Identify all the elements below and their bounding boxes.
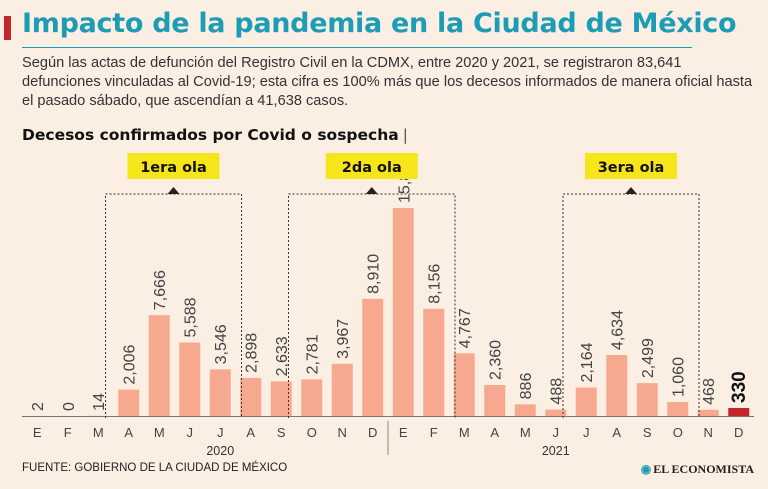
month-tick-14: M <box>459 425 470 440</box>
bar-14 <box>453 353 475 416</box>
month-tick-3: A <box>124 425 133 440</box>
value-label-6: 3,546 <box>213 324 230 364</box>
wave-label-1: 2da ola <box>342 160 402 176</box>
bar-17 <box>545 409 567 416</box>
value-label-10: 3,967 <box>335 319 352 359</box>
wave-pointer-2 <box>625 187 637 194</box>
value-label-16: 886 <box>518 373 535 400</box>
bar-12 <box>392 208 414 416</box>
month-tick-10: N <box>338 425 347 440</box>
bar-11 <box>362 298 384 416</box>
value-label-14: 4,767 <box>457 308 474 348</box>
value-label-18: 2,164 <box>579 342 596 382</box>
wave-badge-2 <box>585 153 677 179</box>
brand-mark-icon: ◉ <box>640 462 652 476</box>
bar-7 <box>240 377 262 416</box>
value-label-2: 14 <box>91 393 108 411</box>
value-label-21: 1,060 <box>671 357 688 397</box>
bar-16 <box>514 404 536 416</box>
wave-badge-1 <box>325 153 418 179</box>
value-label-15: 2,360 <box>488 340 505 380</box>
year-label-2020: 2020 <box>206 444 234 458</box>
value-label-0: 2 <box>30 402 47 411</box>
brand-logo: ◉ EL ECONOMISTA <box>641 462 754 477</box>
month-tick-9: O <box>307 425 317 440</box>
month-tick-20: S <box>643 425 652 440</box>
value-label-8: 2,633 <box>274 336 291 376</box>
month-tick-15: A <box>490 425 499 440</box>
bar-15 <box>484 384 506 416</box>
value-label-13: 8,156 <box>427 264 444 304</box>
value-label-17: 488 <box>549 378 566 405</box>
wave-badge-0 <box>127 153 220 179</box>
value-label-19: 4,634 <box>610 310 627 350</box>
wave-bracket-1 <box>288 193 456 418</box>
month-tick-13: F <box>430 425 438 440</box>
month-tick-12: E <box>399 425 408 440</box>
bar-4 <box>148 315 170 416</box>
brand-name: EL ECONOMISTA <box>653 462 754 476</box>
value-label-3: 2,006 <box>122 344 139 384</box>
bar-3 <box>118 389 140 416</box>
bar-6 <box>209 369 231 416</box>
title-divider <box>22 47 692 48</box>
value-label-9: 2,781 <box>305 334 322 374</box>
month-tick-11: D <box>368 425 377 440</box>
intro-paragraph: Según las actas de defunción del Registr… <box>22 55 753 109</box>
value-label-23: 330 <box>729 371 750 403</box>
year-label-2021: 2021 <box>542 444 570 458</box>
month-tick-17: J <box>553 425 560 440</box>
month-tick-1: F <box>64 425 72 440</box>
value-label-11: 8,910 <box>366 254 383 294</box>
month-tick-16: M <box>520 425 531 440</box>
month-tick-21: O <box>673 425 683 440</box>
wave-pointer-1 <box>365 187 378 194</box>
title-accent-bar <box>4 16 11 40</box>
wave-label-2: 3era ola <box>598 160 665 176</box>
source-note: FUENTE: GOBIERNO DE LA CIUDAD DE MÉXICO <box>22 462 288 474</box>
value-label-22: 468 <box>701 378 718 405</box>
bar-13 <box>423 308 445 416</box>
month-tick-4: M <box>154 425 165 440</box>
bar-20 <box>636 383 658 416</box>
bar-18 <box>575 387 597 416</box>
value-label-4: 7,666 <box>152 270 169 310</box>
bar-21 <box>667 402 689 416</box>
month-tick-8: S <box>277 425 286 440</box>
bar-5 <box>179 342 201 416</box>
chart-subtitle-separator: | <box>402 126 408 144</box>
month-tick-18: J <box>583 425 590 440</box>
value-label-1: 0 <box>61 402 78 411</box>
wave-pointer-0 <box>167 187 180 194</box>
month-tick-19: A <box>612 425 621 440</box>
bar-8 <box>270 381 292 416</box>
month-tick-23: D <box>734 425 743 440</box>
month-tick-22: N <box>704 425 713 440</box>
value-label-5: 5,588 <box>183 297 200 337</box>
month-tick-7: A <box>246 425 255 440</box>
bar-19 <box>606 355 628 416</box>
month-tick-6: J <box>217 425 224 440</box>
chart-subtitle: Decesos confirmados por Covid o sospecha… <box>22 126 408 144</box>
month-tick-2: M <box>93 425 104 440</box>
month-tick-5: J <box>187 425 194 440</box>
bar-22 <box>697 409 719 416</box>
month-tick-0: E <box>33 425 42 440</box>
chart-subtitle-text: Decesos confirmados por Covid o sospecha <box>22 126 399 144</box>
bar-23 <box>728 408 750 416</box>
page-title: Impacto de la pandemia en la Ciudad de M… <box>22 8 737 39</box>
wave-label-0: 1era ola <box>140 160 207 176</box>
bar-10 <box>331 363 353 416</box>
bar-9 <box>301 379 323 416</box>
value-label-7: 2,898 <box>244 333 261 373</box>
value-label-20: 2,499 <box>640 338 657 378</box>
